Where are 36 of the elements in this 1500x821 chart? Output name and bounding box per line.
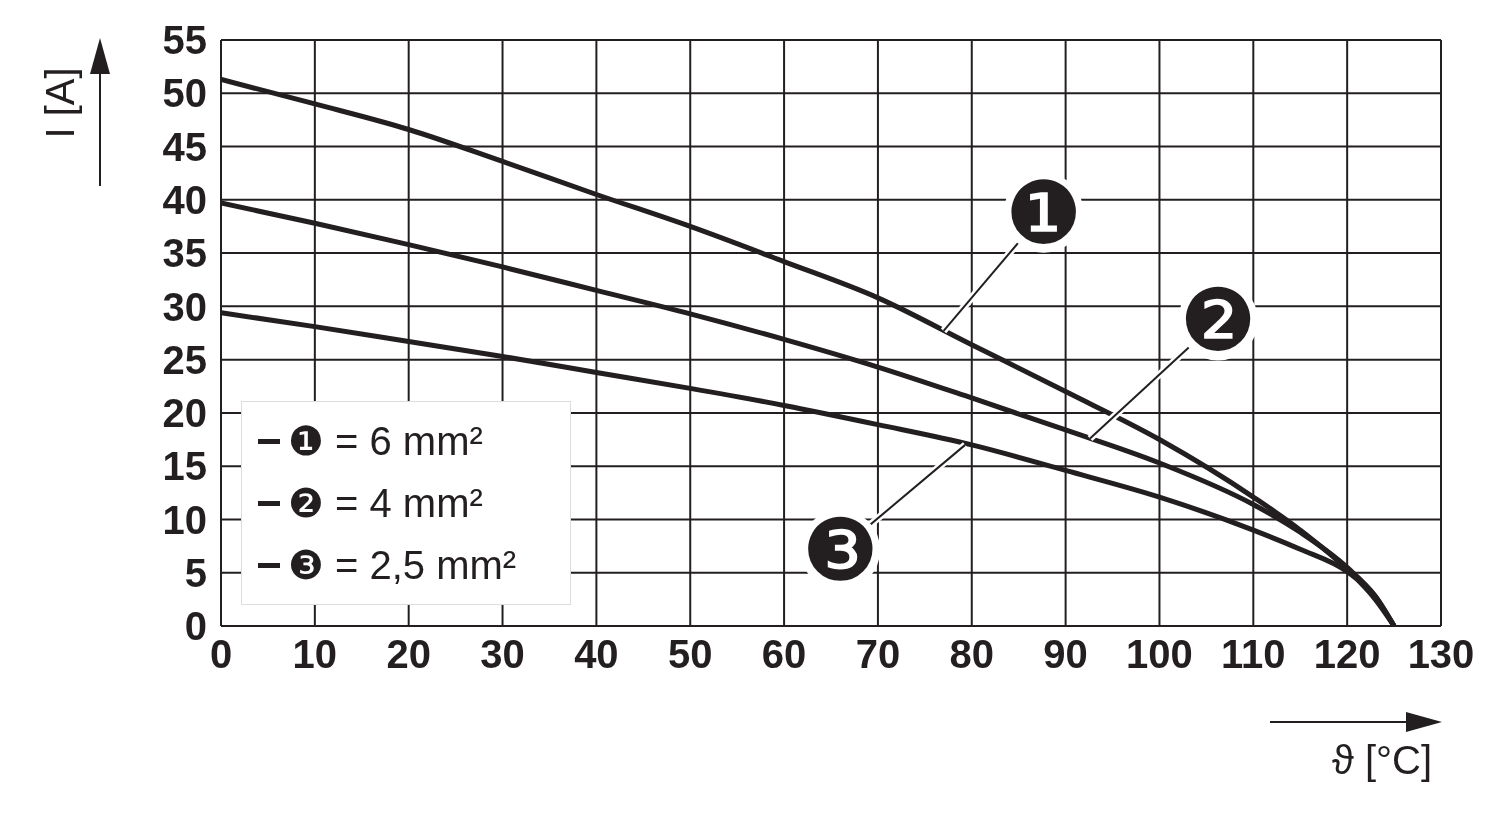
y-tick-label: 20 bbox=[162, 391, 207, 436]
x-tick-label: 30 bbox=[480, 632, 525, 677]
x-tick-label: 50 bbox=[667, 632, 713, 677]
x-tick-label: 130 bbox=[1407, 632, 1475, 677]
annotation: ❸ bbox=[801, 501, 879, 598]
legend-label: ❷ = 4 mm² bbox=[288, 480, 483, 527]
y-tick-label: 35 bbox=[162, 231, 207, 276]
callout: ❶ bbox=[940, 164, 1084, 334]
y-tick-label: 10 bbox=[162, 497, 207, 542]
y-tick-label: 15 bbox=[162, 444, 207, 489]
x-tick-label: 90 bbox=[1043, 632, 1088, 677]
x-tick-label: 70 bbox=[855, 632, 901, 677]
y-tick-label: 50 bbox=[162, 71, 207, 116]
y-tick-label: 25 bbox=[162, 337, 207, 382]
legend-label: ❸ = 2,5 mm² bbox=[288, 542, 517, 589]
x-tick-label: 110 bbox=[1221, 632, 1286, 677]
y-tick-label: 0 bbox=[184, 604, 207, 649]
y-tick-label: 55 bbox=[162, 18, 207, 63]
callout: ❸ bbox=[800, 442, 968, 598]
x-tick-label: 60 bbox=[761, 632, 807, 677]
annotation: ❷ bbox=[1179, 272, 1257, 369]
y-tick-label: 5 bbox=[184, 550, 207, 595]
callout: ❷ bbox=[1087, 272, 1258, 442]
annotation: ❶ bbox=[1005, 164, 1083, 261]
x-tick-label: 10 bbox=[292, 632, 338, 677]
y-tick-label: 30 bbox=[162, 284, 207, 329]
x-tick-label: 120 bbox=[1313, 632, 1381, 677]
legend-label: ❶ = 6 mm² bbox=[288, 418, 483, 465]
y-tick-label: 40 bbox=[162, 178, 207, 223]
x-tick-label: 100 bbox=[1126, 632, 1193, 677]
x-tick-label: 20 bbox=[386, 632, 431, 677]
y-axis-title: I [A] bbox=[38, 66, 82, 141]
x-tick-label: 40 bbox=[574, 632, 619, 677]
x-axis-title: ϑ [°C] bbox=[1331, 738, 1432, 783]
x-tick-label: 80 bbox=[949, 632, 995, 677]
y-tick-label: 45 bbox=[162, 124, 207, 169]
